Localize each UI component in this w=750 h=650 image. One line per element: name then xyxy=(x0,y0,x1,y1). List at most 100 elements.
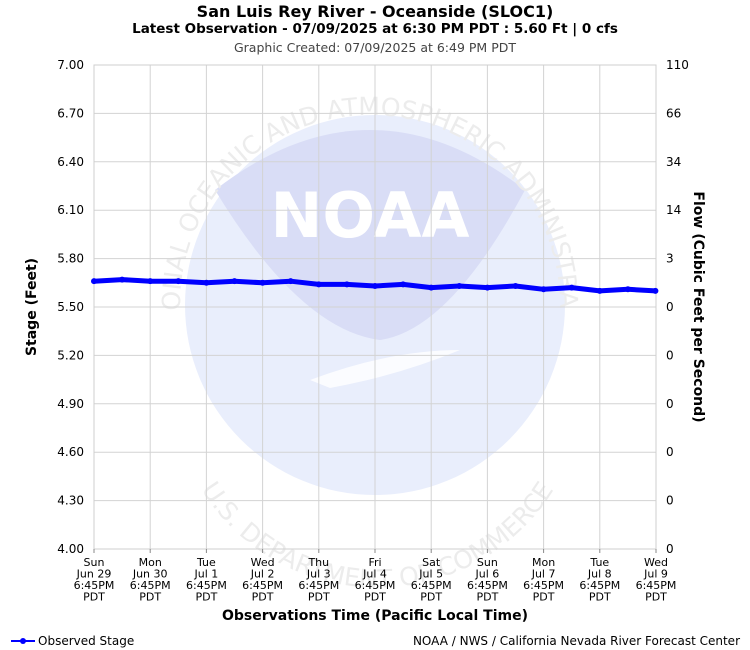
x-tick-label: Jul 1 xyxy=(194,568,219,581)
observed-stage-point xyxy=(484,284,491,291)
observed-stage-point xyxy=(343,281,350,288)
x-tick-label: PDT xyxy=(308,591,330,604)
y-axis-ticks: 4.00 4.30 4.60 4.90 5.20 5.50 5.80 6.10 6.40 6.70… xyxy=(57,58,84,556)
observed-stage-point xyxy=(428,284,435,291)
y-tick-label: 4.30 xyxy=(57,494,84,508)
y2-tick-label: 0 xyxy=(666,348,674,362)
observed-stage-point xyxy=(287,278,294,285)
x-tick-label: Jul 6 xyxy=(475,568,500,581)
y-tick-label: 5.20 xyxy=(57,348,84,362)
observed-stage-point xyxy=(315,281,322,288)
x-tick-label: Jul 3 xyxy=(306,568,331,581)
x-tick-label: 6:45PM xyxy=(130,579,171,592)
observed-stage-point xyxy=(512,283,519,290)
y-tick-label: 6.70 xyxy=(57,106,84,120)
y-tick-label: 4.00 xyxy=(57,542,84,556)
x-tick-label: Tue xyxy=(589,556,609,569)
x-tick-label: Jun 30 xyxy=(132,568,168,581)
y-tick-label: 4.60 xyxy=(57,445,84,459)
latest-observation: Latest Observation - 07/09/2025 at 6:30 … xyxy=(132,21,618,37)
x-tick-label: PDT xyxy=(252,591,274,604)
x-tick-label: 6:45PM xyxy=(579,579,620,592)
x-tick-label: 6:45PM xyxy=(411,579,452,592)
y2-tick-label: 0 xyxy=(666,397,674,411)
x-tick-label: PDT xyxy=(589,591,611,604)
y2-tick-label: 0 xyxy=(666,445,674,459)
y-axis-label: Stage (Feet) xyxy=(24,258,40,356)
x-tick-label: PDT xyxy=(83,591,105,604)
observed-stage-point xyxy=(400,281,407,288)
observed-stage-point xyxy=(91,278,97,285)
x-tick-label: 6:45PM xyxy=(298,579,339,592)
x-tick-label: 6:45PM xyxy=(242,579,283,592)
y2-tick-label: 66 xyxy=(666,106,681,120)
x-axis-label: Observations Time (Pacific Local Time) xyxy=(222,608,528,624)
observed-stage-point xyxy=(119,276,126,283)
y-tick-label: 5.50 xyxy=(57,300,84,314)
y2-tick-label: 0 xyxy=(666,300,674,314)
observed-stage-point xyxy=(568,284,575,291)
x-tick-label: Jul 7 xyxy=(531,568,556,581)
observed-stage-point xyxy=(372,283,378,290)
y2-tick-label: 34 xyxy=(666,155,681,169)
legend: Observed Stage xyxy=(10,634,134,648)
x-tick-label: Sun xyxy=(477,556,498,569)
legend-label: Observed Stage xyxy=(38,634,135,648)
y2-tick-label: 110 xyxy=(666,58,689,72)
y-tick-label: 6.40 xyxy=(57,155,84,169)
x-tick-label: 6:45PM xyxy=(355,579,396,592)
x-tick-label: Mon xyxy=(139,556,162,569)
legend-line-icon xyxy=(11,638,35,644)
y2-tick-label: 3 xyxy=(666,252,674,266)
x-tick-label: Jul 5 xyxy=(418,568,443,581)
noaa-logo-text: NOAA xyxy=(271,179,470,252)
observed-stage-point xyxy=(175,278,182,285)
x-tick-label: Jul 4 xyxy=(362,568,387,581)
observed-stage-point xyxy=(456,283,463,290)
x-tick-label: PDT xyxy=(645,591,667,604)
grid-lines xyxy=(93,64,657,550)
y-tick-label: 6.10 xyxy=(57,203,84,217)
observed-stage-point xyxy=(231,278,238,285)
noaa-watermark: NOAA NATIONAL OCEANIC AND ATMOSPHERIC AD… xyxy=(0,0,583,594)
x-tick-label: PDT xyxy=(420,591,442,604)
x-tick-label: Wed xyxy=(644,556,668,569)
y2-axis-label: Flow (Cubic Feet per Second) xyxy=(690,191,706,422)
x-tick-label: Jun 29 xyxy=(76,568,112,581)
series-layer xyxy=(91,276,659,294)
observed-stage-point xyxy=(624,286,631,293)
x-tick-label: PDT xyxy=(533,591,555,604)
y2-axis-ticks: 0 0 0 0 0 0 3 14 34 66 110 xyxy=(666,58,689,556)
chart-title: San Luis Rey River - Oceanside (SLOC1) xyxy=(196,2,554,21)
x-tick-label: PDT xyxy=(364,591,386,604)
observed-stage-point xyxy=(147,278,154,285)
y2-tick-label: 14 xyxy=(666,203,681,217)
x-tick-label: 6:45PM xyxy=(74,579,115,592)
x-tick-label: Tue xyxy=(196,556,216,569)
x-tick-label: 6:45PM xyxy=(186,579,227,592)
x-tick-label: Sun xyxy=(84,556,105,569)
observed-stage-point xyxy=(259,279,266,286)
x-tick-label: Fri xyxy=(368,556,381,569)
credit-text: NOAA / NWS / California Nevada River For… xyxy=(412,634,740,648)
x-tick-label: 6:45PM xyxy=(523,579,564,592)
observed-stage-point xyxy=(203,279,210,286)
noaa-wave-shape xyxy=(310,350,460,388)
x-tick-label: Jul 9 xyxy=(643,568,668,581)
x-tick-label: PDT xyxy=(195,591,217,604)
x-tick-label: Jul 2 xyxy=(250,568,275,581)
y2-tick-label: 0 xyxy=(666,494,674,508)
y-tick-label: 4.90 xyxy=(57,397,84,411)
x-tick-label: 6:45PM xyxy=(467,579,508,592)
y-tick-label: 5.80 xyxy=(57,252,84,266)
x-tick-label: Wed xyxy=(251,556,275,569)
y-tick-label: 7.00 xyxy=(57,58,84,72)
observed-stage-point xyxy=(652,287,659,294)
x-tick-label: Thu xyxy=(307,556,329,569)
x-tick-label: Jul 8 xyxy=(587,568,612,581)
x-tick-label: PDT xyxy=(476,591,498,604)
x-tick-label: Mon xyxy=(532,556,555,569)
x-tick-label: Sat xyxy=(422,556,441,569)
